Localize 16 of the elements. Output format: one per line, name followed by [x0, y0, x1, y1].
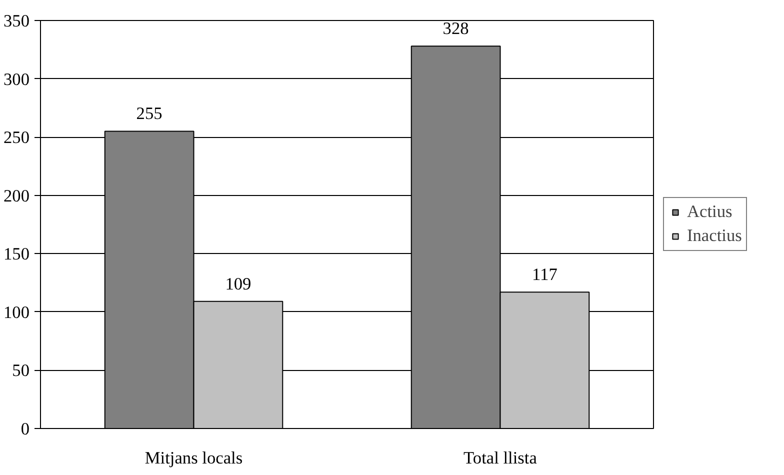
- y-tick-label: 50: [12, 361, 30, 380]
- y-tick-label: 250: [4, 128, 30, 148]
- data-label: 255: [136, 104, 162, 124]
- legend-label: Inactius: [687, 226, 742, 246]
- x-tick-label: Mitjans locals: [144, 448, 243, 468]
- y-tick-label: 350: [4, 12, 30, 30]
- x-tick-label: Total llista: [464, 448, 538, 468]
- data-label: 117: [532, 265, 558, 284]
- y-tick-label: 0: [20, 420, 30, 438]
- y-tick-label: 200: [4, 186, 30, 206]
- y-tick-label: 150: [4, 244, 30, 264]
- legend-label: Actius: [687, 202, 732, 222]
- y-tick-label: 100: [4, 302, 30, 322]
- data-label: 328: [442, 19, 469, 38]
- data-label: 109: [225, 274, 252, 294]
- y-tick-label: 300: [4, 70, 30, 89]
